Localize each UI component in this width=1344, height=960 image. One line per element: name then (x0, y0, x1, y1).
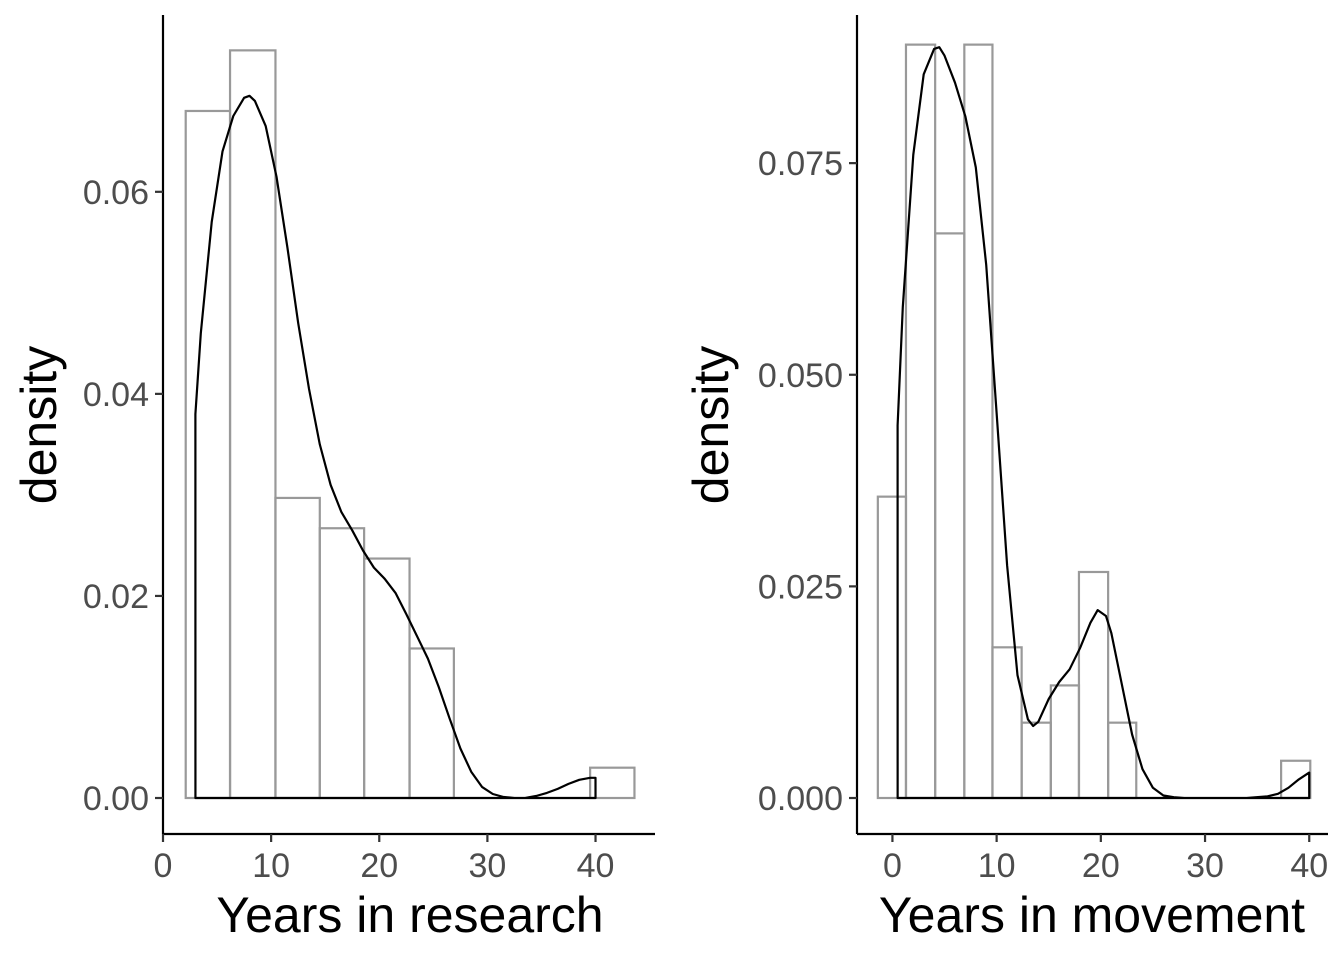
movement-histogram-bar (904, 43, 937, 800)
research-x-tick-label: 30 (468, 847, 506, 885)
movement-histogram-bars (876, 43, 1312, 800)
research-y-tick-label: 0.04 (83, 376, 149, 414)
movement-y-tick-label: 0.000 (758, 780, 843, 818)
movement-x-tick-label: 30 (1186, 847, 1224, 885)
movement-histogram-bar (1077, 570, 1110, 800)
movement-y-tick-label: 0.075 (758, 145, 843, 183)
movement-x-axis-title: Years in movement (879, 887, 1305, 943)
research-histogram-bar (589, 766, 636, 800)
movement-x-tick-label: 0 (883, 847, 902, 885)
movement-x-tick-label: 20 (1082, 847, 1120, 885)
research-histogram-bar (363, 557, 411, 800)
research-x-tick-label: 40 (577, 847, 615, 885)
movement-histogram-bar (963, 43, 994, 800)
movement-density-curve (896, 46, 1311, 800)
research-histogram-bar (274, 496, 321, 800)
movement-y-axis-title: density (683, 346, 739, 504)
research-histogram-bar (318, 527, 366, 800)
movement-histogram-bar (1020, 721, 1052, 800)
research-histogram-bar (228, 49, 277, 800)
movement-y-tick-label: 0.050 (758, 357, 843, 395)
research-density-curve (194, 94, 597, 800)
movement-axis-ticks: 0 10 20 30 40 0.000 0.025 0.050 0.075 (758, 145, 1328, 885)
research-y-tick-label: 0.06 (83, 174, 149, 212)
research-x-tick-label: 20 (360, 847, 398, 885)
movement-histogram-bar (1049, 684, 1081, 800)
research-x-tick-label: 0 (154, 847, 173, 885)
movement-histogram-bar (934, 232, 966, 800)
research-histogram-bar (184, 109, 232, 800)
research-y-tick-label: 0.02 (83, 578, 149, 616)
research-x-axis-title: Years in research (216, 887, 603, 943)
movement-histogram-bar (876, 495, 908, 800)
movement-y-tick-label: 0.025 (758, 568, 843, 606)
research-y-tick-label: 0.00 (83, 780, 149, 818)
research-histogram-panel: 0 10 20 30 40 0.00 0.02 0.04 0.06 Years in resea… (11, 15, 655, 943)
movement-histogram-bar (1280, 759, 1312, 800)
movement-x-tick-label: 40 (1290, 847, 1328, 885)
movement-x-tick-label: 10 (978, 847, 1016, 885)
research-y-axis-title: density (11, 346, 67, 504)
research-x-tick-label: 10 (252, 847, 290, 885)
research-axis-ticks: 0 10 20 30 40 0.00 0.02 0.04 0.06 (83, 174, 615, 885)
movement-histogram-panel: 0 10 20 30 40 0.000 0.025 0.050 0.075 Years in m… (683, 15, 1328, 943)
research-histogram-bars (184, 49, 636, 800)
